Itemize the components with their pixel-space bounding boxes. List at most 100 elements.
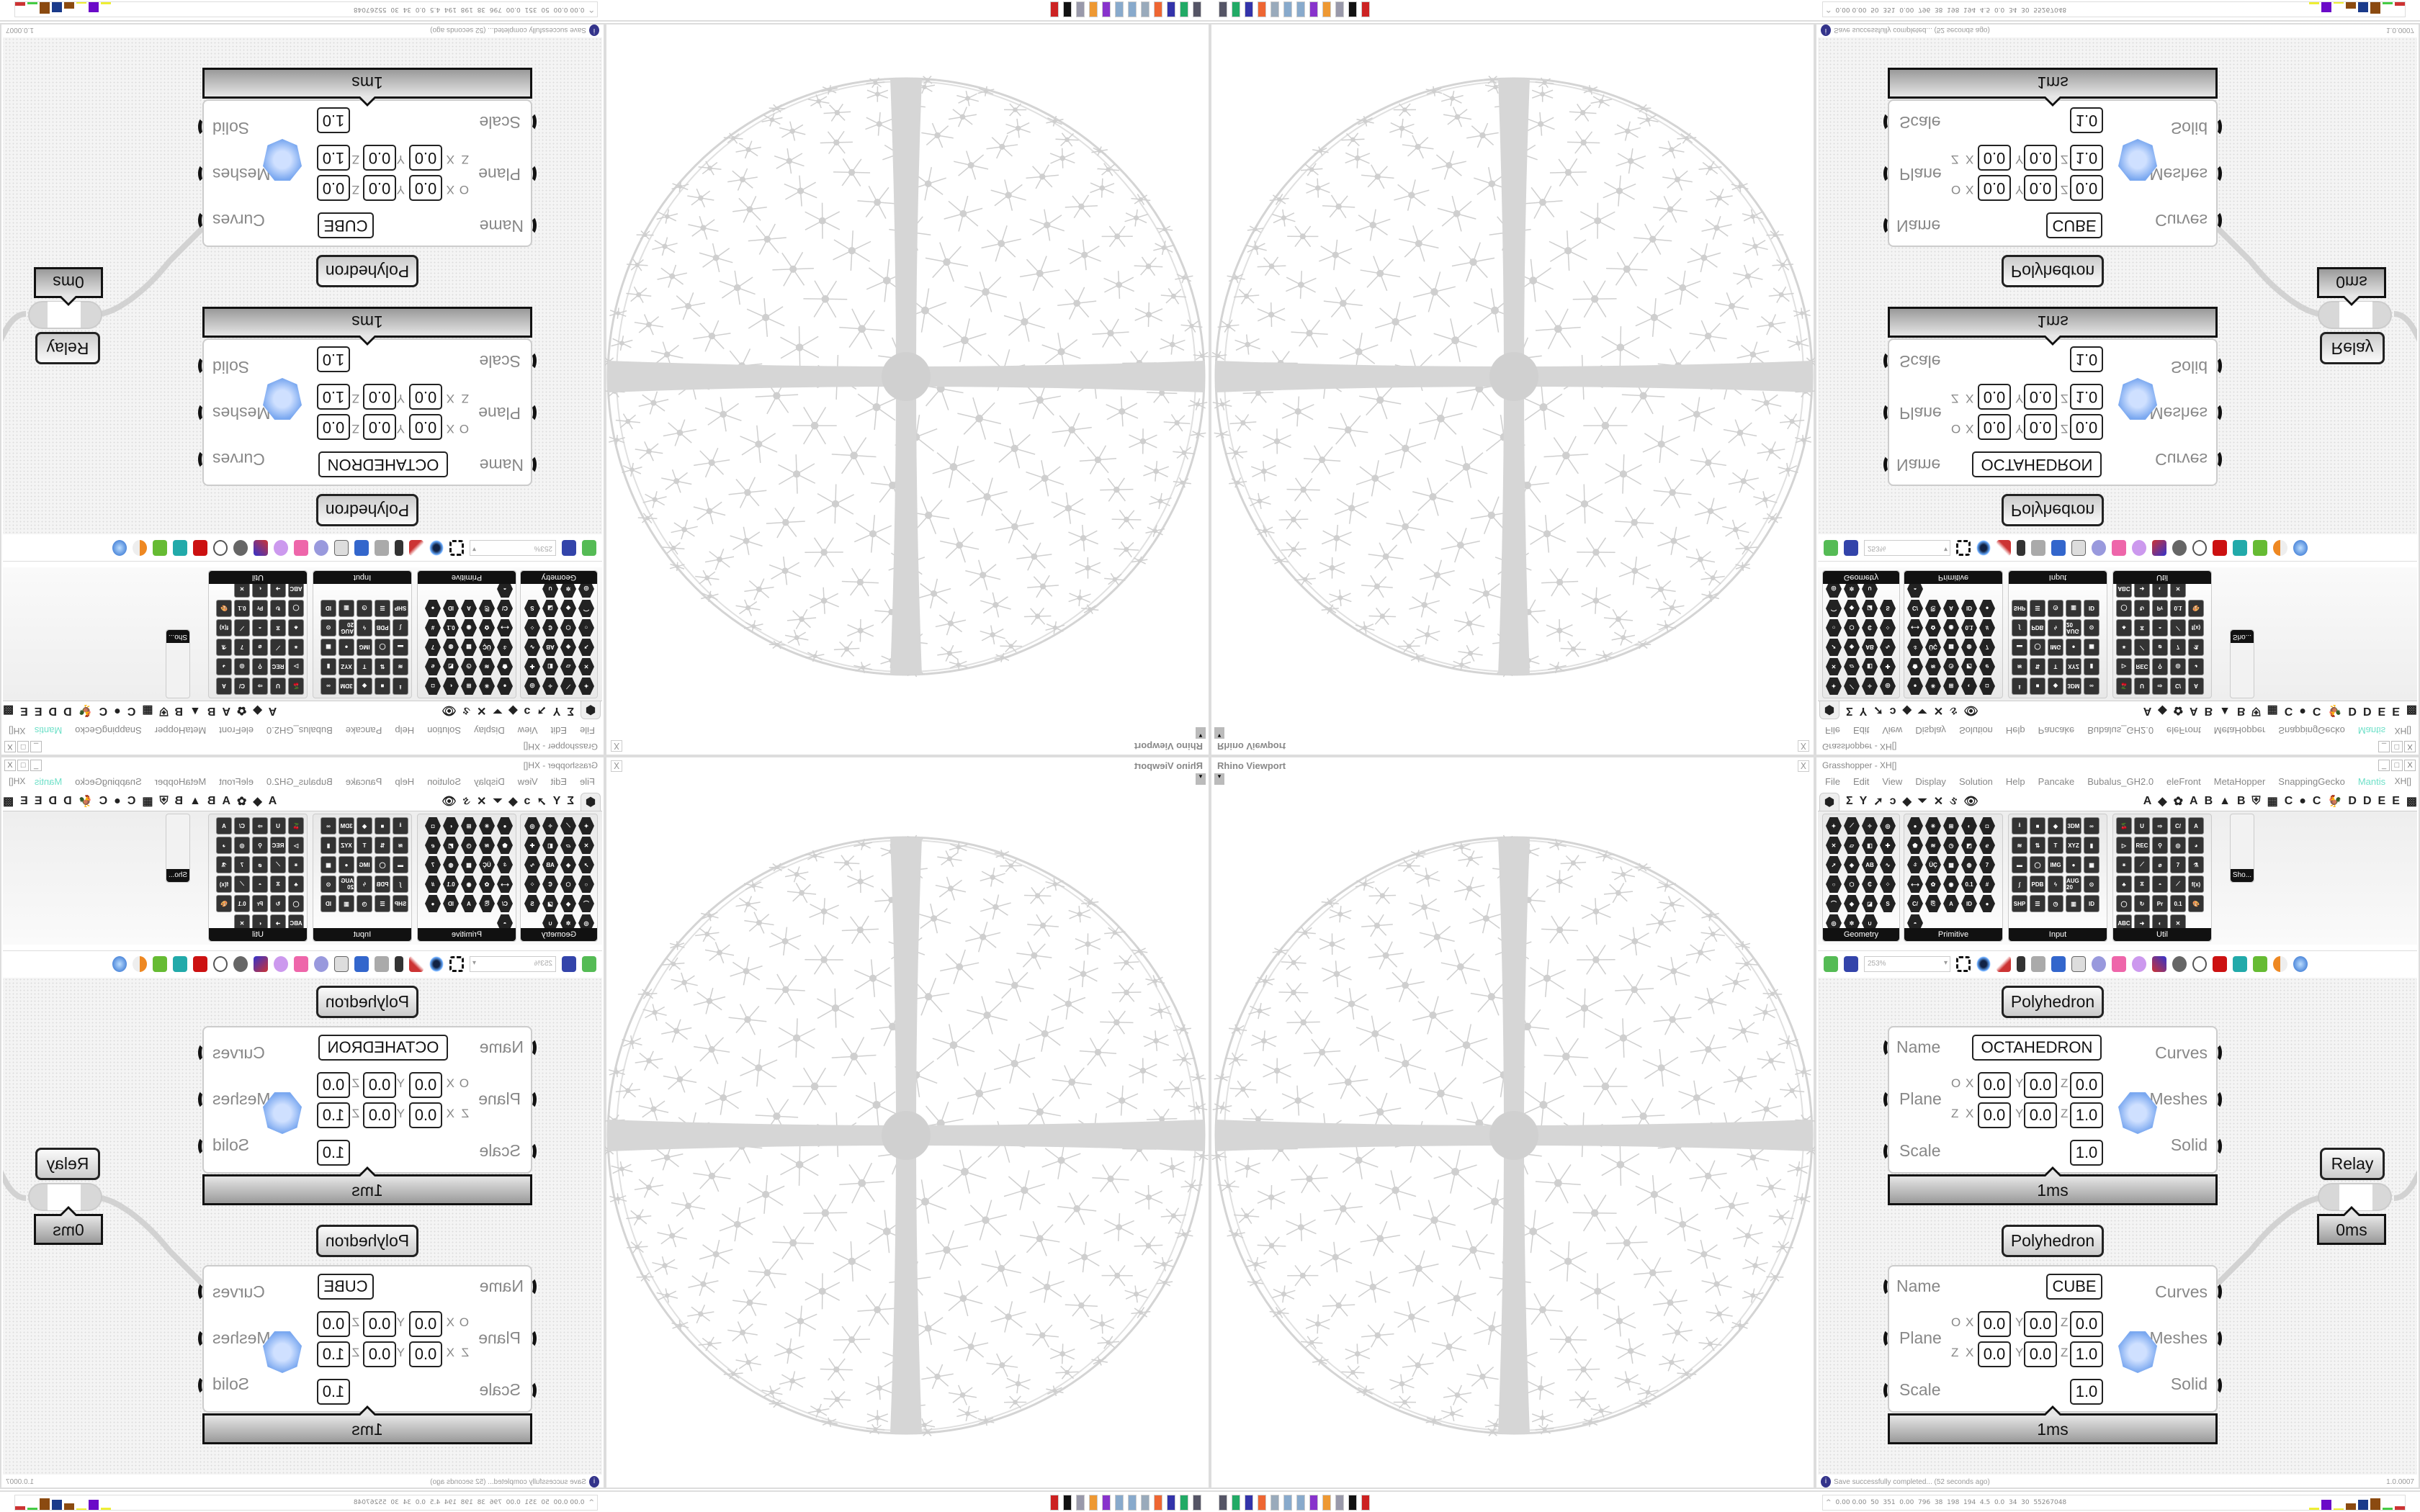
window-icon[interactable] — [2071, 955, 2086, 972]
component-icon[interactable]: ▩ — [1943, 856, 1959, 873]
mesh-quality-icon[interactable] — [173, 955, 187, 972]
plugin-tab-icon[interactable]: ◆ — [253, 796, 262, 808]
component-tab-icon[interactable]: ⬢ — [581, 792, 601, 811]
plugin-tab-icon[interactable]: ✿ — [2173, 796, 2184, 808]
component-icon[interactable]: ● — [1907, 817, 1923, 834]
plugin-tab-icon[interactable]: ✿ — [236, 796, 247, 808]
shaded-preview-icon[interactable] — [233, 955, 248, 972]
zoom-extents-icon[interactable] — [1956, 955, 1971, 972]
component-icon[interactable]: ⊙ — [2084, 876, 2099, 893]
plugin-tab-icon[interactable]: ◆ — [2158, 796, 2167, 808]
component-tab-icon[interactable]: ◆ — [508, 796, 518, 808]
component-icon[interactable]: ↻ — [270, 895, 286, 912]
component-tab-icon[interactable]: 👁 — [442, 796, 457, 808]
component-icon[interactable]: ઙ — [497, 856, 513, 873]
component-icon[interactable]: ◩ — [1961, 837, 1977, 854]
component-icon[interactable]: ▷ — [288, 837, 304, 854]
taskbar-app-icon[interactable] — [1283, 1495, 1292, 1511]
plugin-tab-icon[interactable]: B — [2236, 795, 2246, 807]
component-icon[interactable]: ☰ — [375, 895, 390, 912]
component-icon[interactable]: ➚ — [578, 856, 594, 873]
component-icon[interactable]: ⬡ — [560, 876, 576, 893]
menu-item-bubalus-gh2-0[interactable]: Bubalus_GH2.0 — [266, 776, 333, 787]
component-icon[interactable]: REC — [270, 837, 286, 854]
component-icon[interactable]: ◘ — [1979, 817, 1995, 834]
component-icon[interactable]: ▬ — [393, 856, 408, 873]
component-icon[interactable]: ⇨ — [252, 817, 268, 834]
component-icon[interactable]: ▦ — [321, 856, 336, 873]
email-icon[interactable] — [375, 955, 389, 972]
component-icon[interactable]: ⟋ — [2170, 876, 2186, 893]
component-icon[interactable]: ϟ — [357, 876, 372, 893]
component-icon[interactable]: ◪ — [542, 895, 558, 912]
component-tab-icon[interactable]: ⬢ — [1819, 792, 1839, 811]
component-icon[interactable]: ID — [443, 895, 459, 912]
selected-preview-icon[interactable] — [193, 955, 207, 972]
taskbar-app-icon[interactable] — [1050, 1495, 1059, 1511]
component-icon[interactable]: SHP — [393, 895, 408, 912]
plugin-tab-icon[interactable]: C — [2284, 795, 2293, 807]
zaxis-y-field[interactable]: 0.0 — [363, 1341, 396, 1367]
plugin-tab-icon[interactable]: ▦ — [2267, 796, 2278, 808]
input-grip-name[interactable] — [526, 1038, 537, 1057]
component-icon[interactable]: ● — [339, 856, 354, 873]
component-icon[interactable]: ✳ — [479, 817, 495, 834]
input-grip-name[interactable] — [526, 1277, 537, 1296]
component-icon[interactable]: ◷ — [1943, 837, 1959, 854]
taskbar-app-icon[interactable] — [1296, 1495, 1305, 1511]
component-icon[interactable]: ID — [1961, 895, 1977, 912]
component-icon[interactable]: ◓ — [252, 876, 268, 893]
plugin-tab-icon[interactable]: B — [207, 795, 216, 807]
origin-x-field[interactable]: 0.0 — [1978, 1072, 2011, 1098]
origin-z-field[interactable]: 0.0 — [2070, 1311, 2103, 1337]
component-icon[interactable]: C/ — [497, 895, 513, 912]
bake-icon[interactable] — [2017, 955, 2025, 972]
output-grip-meshes[interactable] — [198, 1329, 208, 1348]
wireframe-preview-icon[interactable] — [213, 955, 228, 972]
origin-z-field[interactable]: 0.0 — [317, 1072, 350, 1098]
component-icon[interactable]: ◆ — [1844, 895, 1860, 912]
component-icon[interactable]: ✧ — [1862, 817, 1878, 834]
output-grip-curves[interactable] — [2212, 1043, 2222, 1062]
component-icon[interactable]: ➚ — [1826, 856, 1842, 873]
palette-group-label[interactable]: Util — [2113, 928, 2211, 941]
origin-x-field[interactable]: 0.0 — [1978, 1311, 2011, 1337]
component-icon[interactable]: ○ — [578, 876, 594, 893]
output-grip-curves[interactable] — [2212, 1282, 2222, 1301]
plugin-tab-icon[interactable]: A — [268, 795, 277, 807]
component-icon[interactable]: ◕ — [2188, 837, 2204, 854]
component-icon[interactable]: ⊞ — [1943, 817, 1959, 834]
close-button[interactable]: X — [2404, 760, 2416, 771]
viewport-close-button[interactable]: X — [611, 760, 623, 772]
zaxis-z-field[interactable]: 1.0 — [2070, 1102, 2103, 1128]
component-icon[interactable]: ⚲ — [2152, 837, 2168, 854]
scale-field[interactable]: 1.0 — [2070, 1140, 2103, 1166]
origin-y-field[interactable]: 0.0 — [363, 1311, 396, 1337]
polyhedron-component-cube[interactable]: Name Plane Scale Curves Meshes Solid CUB… — [1883, 1265, 2222, 1413]
plugin-tab-icon[interactable]: 🐓 — [78, 796, 93, 808]
minimize-button[interactable]: _ — [2378, 760, 2390, 771]
component-icon[interactable]: ◈ — [560, 856, 576, 873]
component-icon[interactable]: ∪ — [1862, 914, 1878, 932]
component-icon[interactable]: ≋ — [479, 837, 495, 854]
component-icon[interactable]: ϟ — [2048, 876, 2063, 893]
origin-y-field[interactable]: 0.0 — [2024, 1311, 2057, 1337]
component-icon[interactable]: ✕ — [578, 837, 594, 854]
component-icon[interactable]: Pr — [252, 895, 268, 912]
component-icon[interactable]: ✦ — [578, 817, 594, 834]
component-icon[interactable]: ≋ — [393, 837, 408, 854]
output-grip-meshes[interactable] — [198, 1090, 208, 1109]
component-icon[interactable]: ⟋ — [560, 817, 576, 834]
component-icon[interactable]: A — [2188, 817, 2204, 834]
component-icon[interactable]: ⌀ — [2152, 856, 2168, 873]
component-tab-icon[interactable]: ઙ — [462, 795, 470, 807]
component-icon[interactable]: AB — [542, 856, 558, 873]
component-icon[interactable]: ⎘ — [1925, 895, 1941, 912]
taskbar-app-icon[interactable] — [1258, 1495, 1266, 1511]
component-icon[interactable]: ∞ — [321, 817, 336, 834]
gha-icon[interactable] — [2051, 955, 2066, 972]
component-icon[interactable]: ● — [425, 895, 441, 912]
menu-item-file[interactable]: File — [1825, 776, 1840, 787]
menu-item-snappinggecko[interactable]: SnappingGecko — [75, 776, 142, 787]
zaxis-z-field[interactable]: 1.0 — [2070, 1341, 2103, 1367]
